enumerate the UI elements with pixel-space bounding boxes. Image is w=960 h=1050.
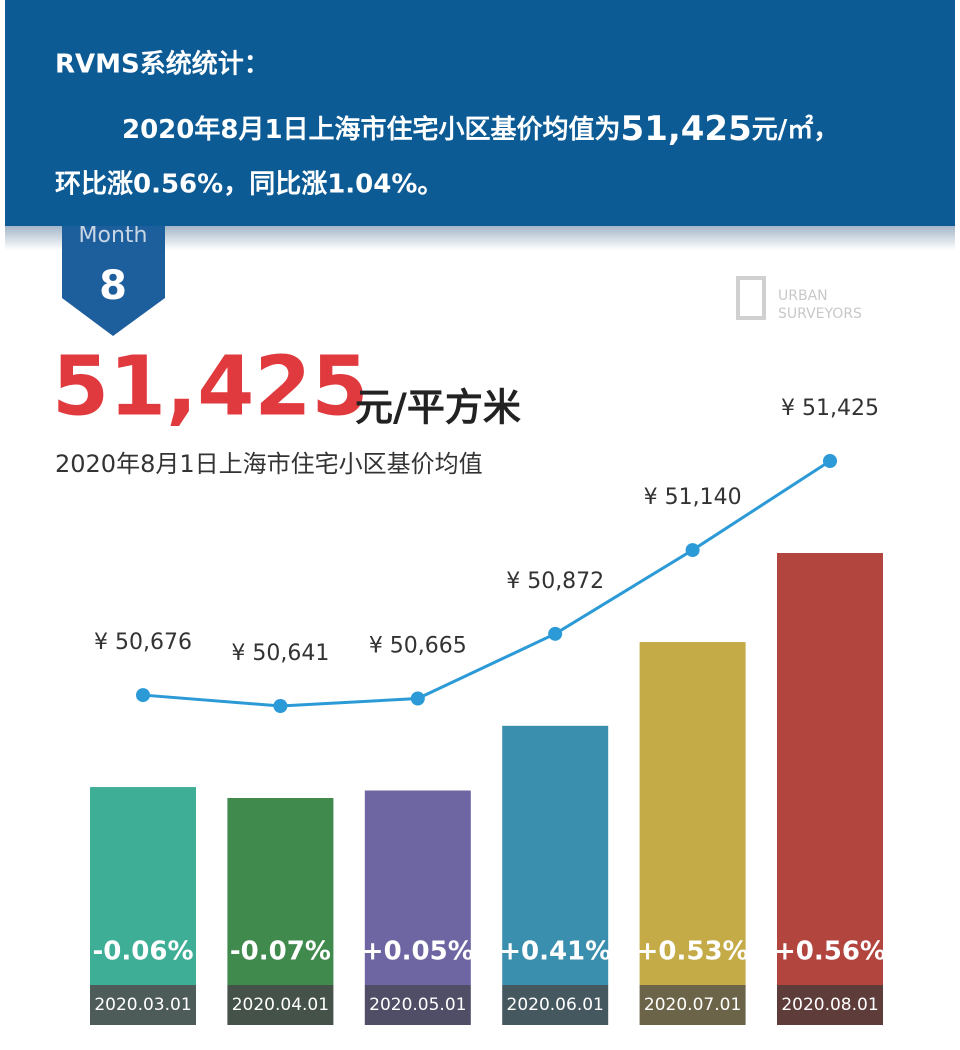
date-band	[227, 985, 334, 1025]
logo-text: URBAN	[778, 288, 828, 304]
bar	[364, 790, 471, 985]
price-line	[142, 459, 831, 708]
change-label: +0.53%	[637, 937, 749, 967]
value-label: ¥ 51,425	[781, 396, 879, 421]
change-label: +0.56%	[774, 937, 886, 967]
logo-text: SURVEYORS	[778, 306, 862, 322]
bar	[227, 798, 334, 985]
banner-text: 2020年8月1日上海市住宅小区基价均值为	[122, 114, 621, 145]
change-label: -0.06%	[93, 937, 194, 967]
banner-emphasis: 51,425	[621, 109, 752, 149]
logo-icon	[736, 276, 766, 320]
date-band	[364, 985, 471, 1025]
month-badge	[62, 222, 165, 336]
point	[136, 688, 150, 703]
point	[685, 543, 700, 558]
value-label: ¥ 50,665	[369, 634, 467, 659]
value-label: ¥ 50,872	[506, 569, 604, 594]
point	[273, 699, 288, 713]
value-label: ¥ 51,140	[644, 485, 742, 510]
banner-title: RVMS系统统计：	[55, 49, 270, 80]
badge-label: Month	[79, 223, 148, 248]
x-tick-label: 2020.06.01	[507, 995, 604, 1015]
date-band	[502, 985, 609, 1025]
headline-value: 51,425	[52, 339, 368, 434]
banner-line: 环比涨0.56%，同比涨1.04%。	[55, 170, 443, 200]
banner-line: 2020年8月1日上海市住宅小区基价均值为51,425元/㎡，	[122, 109, 839, 149]
change-label: +0.41%	[499, 937, 611, 967]
x-tick-label: 2020.03.01	[94, 995, 191, 1015]
bar	[639, 642, 746, 985]
value-label: ¥ 50,676	[94, 630, 192, 655]
x-tick-label: 2020.05.01	[369, 995, 466, 1015]
date-band	[777, 985, 883, 1025]
banner	[5, 0, 955, 226]
change-label: +0.05%	[362, 937, 474, 967]
date-band	[90, 985, 196, 1025]
bar	[90, 787, 196, 985]
bar	[777, 553, 883, 985]
change-label: -0.07%	[230, 937, 331, 967]
logo: URBAN SURVEYORS	[736, 276, 862, 322]
point	[548, 626, 563, 641]
x-tick-label: 2020.04.01	[232, 995, 329, 1015]
point	[410, 691, 425, 706]
bar	[502, 725, 609, 985]
date-band	[639, 985, 746, 1025]
x-tick-label: 2020.08.01	[781, 995, 878, 1015]
headline-subtitle: 2020年8月1日上海市住宅小区基价均值	[55, 450, 483, 478]
headline-unit: 元/平方米	[355, 386, 521, 430]
x-tick-label: 2020.07.01	[644, 995, 741, 1015]
value-label: ¥ 50,641	[231, 641, 329, 666]
point	[823, 454, 837, 468]
badge-number: 8	[99, 263, 127, 309]
banner-text: 元/㎡，	[752, 114, 840, 145]
